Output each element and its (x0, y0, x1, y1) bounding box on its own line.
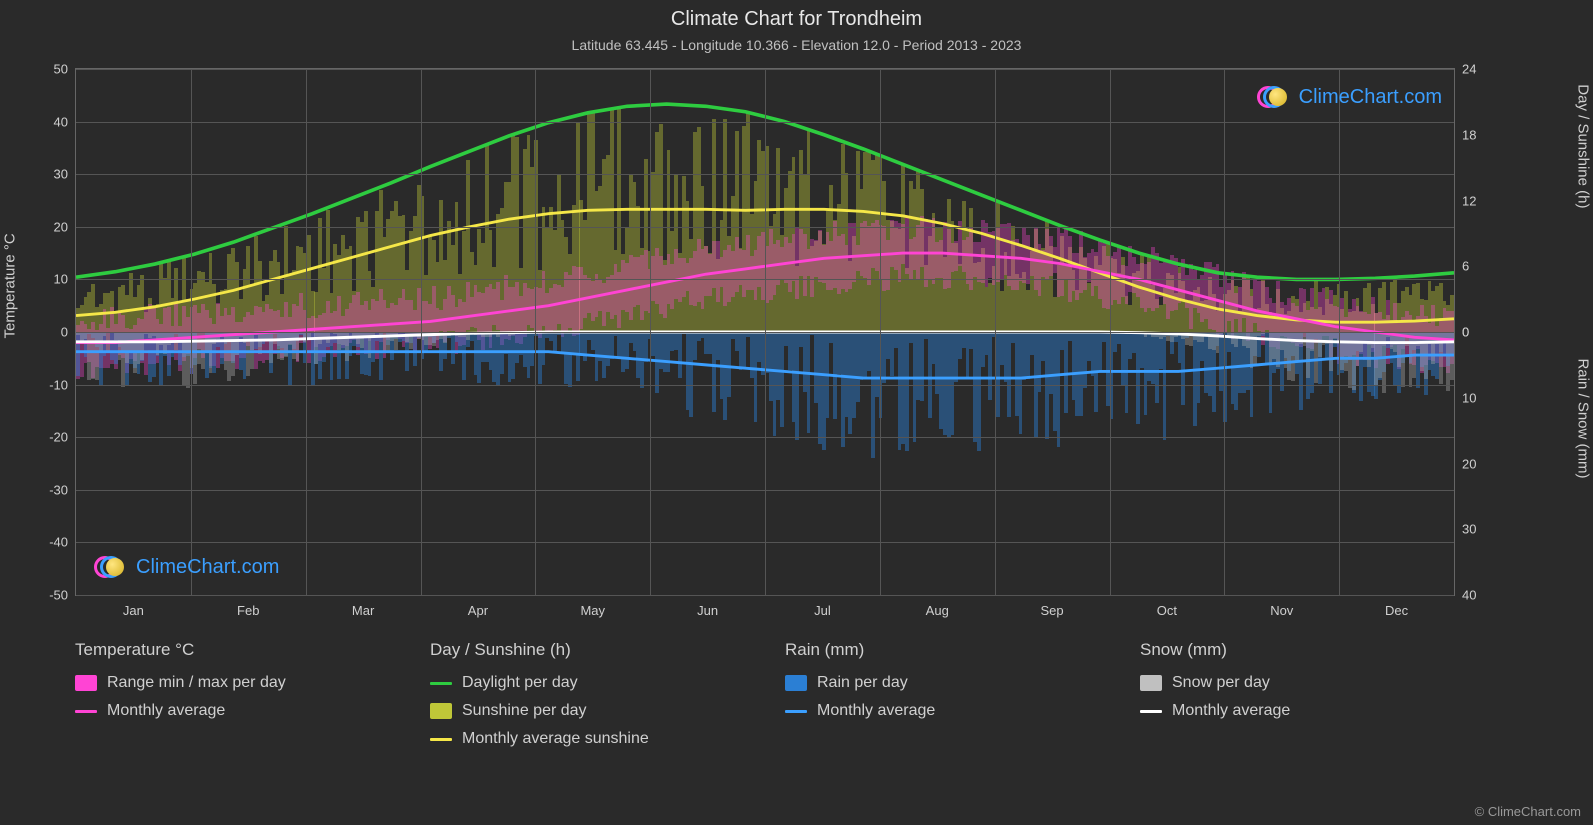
climechart-logo-icon (94, 553, 130, 581)
y-right-bottom-tick: 0 (1454, 325, 1469, 340)
grid-line-v (995, 69, 996, 595)
y-right-bottom-tick: 20 (1454, 456, 1476, 471)
y-right-bottom-tick: 30 (1454, 522, 1476, 537)
x-month-tick: Nov (1270, 595, 1293, 618)
watermark-bottom: ClimeChart.com (94, 553, 279, 581)
legend-item: Monthly average (1140, 702, 1455, 720)
y-right-top-tick: 18 (1454, 127, 1476, 142)
legend-line-swatch (430, 682, 452, 685)
legend-item: Daylight per day (430, 674, 745, 692)
grid-line-v (765, 69, 766, 595)
y-left-tick: 0 (61, 325, 76, 340)
grid-line-v (1339, 69, 1340, 595)
chart-subtitle: Latitude 63.445 - Longitude 10.366 - Ele… (0, 31, 1593, 53)
y-right-top-tick: 12 (1454, 193, 1476, 208)
legend-swatch (785, 675, 807, 691)
y-left-tick: -20 (49, 430, 76, 445)
x-month-tick: Oct (1157, 595, 1177, 618)
watermark-text: ClimeChart.com (1299, 86, 1442, 109)
climechart-logo-icon (1257, 83, 1293, 111)
y-right-bottom-tick: 40 (1454, 588, 1476, 603)
x-month-tick: Jul (814, 595, 831, 618)
watermark-text: ClimeChart.com (136, 556, 279, 579)
legend-swatch (1140, 675, 1162, 691)
legend-item: Sunshine per day (430, 702, 745, 720)
legend-item: Monthly average (75, 702, 390, 720)
legend-line-swatch (75, 710, 97, 713)
legend-header: Rain (mm) (785, 640, 1100, 660)
y-axis-right-bottom-label: Rain / Snow (mm) (1575, 358, 1592, 478)
x-month-tick: Sep (1041, 595, 1064, 618)
chart-plot-area: -50-40-30-20-100102030405006121824010203… (75, 68, 1455, 596)
legend-label: Daylight per day (462, 674, 578, 692)
legend-line-swatch (1140, 710, 1162, 713)
legend-label: Snow per day (1172, 674, 1270, 692)
plot-box: -50-40-30-20-100102030405006121824010203… (75, 68, 1455, 596)
legend-item: Monthly average (785, 702, 1100, 720)
legend-swatch (75, 675, 97, 691)
x-month-tick: Dec (1385, 595, 1408, 618)
y-left-tick: -40 (49, 535, 76, 550)
legend: Temperature °C Range min / max per day Mon… (75, 640, 1455, 758)
grid-line-v (535, 69, 536, 595)
legend-column: Temperature °C Range min / max per day Mon… (75, 640, 390, 758)
legend-label: Sunshine per day (462, 702, 587, 720)
y-left-tick: 20 (54, 219, 76, 234)
chart-title: Climate Chart for Trondheim (0, 0, 1593, 31)
watermark-top: ClimeChart.com (1257, 83, 1442, 111)
legend-item: Snow per day (1140, 674, 1455, 692)
grid-line-v (650, 69, 651, 595)
legend-header: Day / Sunshine (h) (430, 640, 745, 660)
grid-line-v (1224, 69, 1225, 595)
x-month-tick: Aug (926, 595, 949, 618)
legend-line-swatch (785, 710, 807, 713)
legend-item: Monthly average sunshine (430, 730, 745, 748)
y-left-tick: -10 (49, 377, 76, 392)
x-month-tick: Apr (468, 595, 488, 618)
legend-label: Monthly average (817, 702, 935, 720)
y-right-top-tick: 24 (1454, 62, 1476, 77)
y-left-tick: 50 (54, 62, 76, 77)
legend-column: Rain (mm) Rain per day Monthly average (785, 640, 1100, 758)
x-month-tick: Mar (352, 595, 374, 618)
legend-line-swatch (430, 738, 452, 741)
legend-label: Range min / max per day (107, 674, 286, 692)
grid-line-v (421, 69, 422, 595)
legend-item: Range min / max per day (75, 674, 390, 692)
grid-line-v (880, 69, 881, 595)
x-month-tick: Feb (237, 595, 259, 618)
y-left-tick: -30 (49, 482, 76, 497)
y-left-tick: -50 (49, 588, 76, 603)
x-month-tick: Jun (697, 595, 718, 618)
x-month-tick: Jan (123, 595, 144, 618)
grid-line-v (1110, 69, 1111, 595)
legend-label: Monthly average sunshine (462, 730, 649, 748)
grid-line-h (76, 595, 1454, 596)
y-left-tick: 10 (54, 272, 76, 287)
y-right-bottom-tick: 10 (1454, 390, 1476, 405)
x-month-tick: May (580, 595, 605, 618)
y-left-tick: 30 (54, 167, 76, 182)
legend-header: Temperature °C (75, 640, 390, 660)
y-axis-right-top-label: Day / Sunshine (h) (1575, 84, 1592, 208)
legend-column: Day / Sunshine (h) Daylight per day Sunshi… (430, 640, 745, 758)
legend-header: Snow (mm) (1140, 640, 1455, 660)
copyright-text: © ClimeChart.com (1475, 804, 1581, 819)
grid-line-v (306, 69, 307, 595)
legend-label: Rain per day (817, 674, 908, 692)
y-right-top-tick: 6 (1454, 259, 1469, 274)
legend-label: Monthly average (1172, 702, 1290, 720)
legend-item: Rain per day (785, 674, 1100, 692)
legend-swatch (430, 703, 452, 719)
legend-column: Snow (mm) Snow per day Monthly average (1140, 640, 1455, 758)
y-axis-left-label: Temperature °C (2, 233, 19, 338)
legend-label: Monthly average (107, 702, 225, 720)
grid-line-v (191, 69, 192, 595)
y-left-tick: 40 (54, 114, 76, 129)
